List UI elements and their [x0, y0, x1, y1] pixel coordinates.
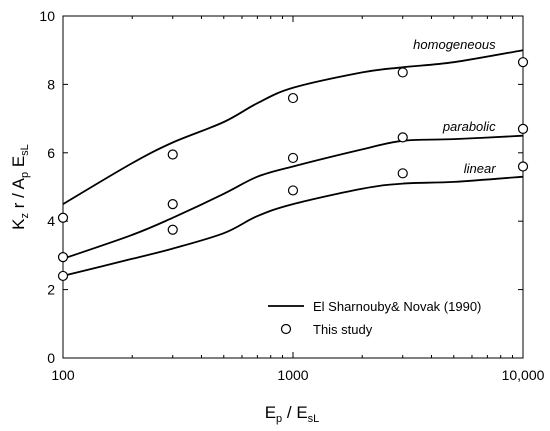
data-point — [287, 152, 299, 164]
x-axis-title: Ep / EsL — [265, 403, 320, 425]
data-point — [397, 67, 408, 78]
data-point — [167, 224, 178, 235]
legend-circle-marker — [280, 323, 292, 335]
data-point — [57, 270, 69, 282]
y-tick-label: 6 — [47, 145, 55, 161]
axis-ticks: 0 2 4 6 8 10 100 1000 10,000 — [39, 8, 544, 383]
data-point — [397, 132, 408, 143]
x-tick-label: 10,000 — [502, 367, 545, 383]
data-point — [167, 199, 178, 210]
study-points — [57, 57, 529, 282]
data-point — [287, 92, 299, 104]
y-tick-label: 0 — [47, 350, 55, 366]
curve-homogeneous — [62, 49, 524, 205]
x-tick-label: 1000 — [277, 367, 308, 383]
y-tick-label: 8 — [47, 76, 55, 92]
curve-linear — [62, 175, 524, 277]
legend-label-study: This study — [313, 322, 373, 337]
curve-parabolic — [62, 134, 524, 260]
y-axis-title: Kz r / Ap EsL — [9, 144, 31, 230]
data-point — [517, 123, 529, 134]
data-point — [397, 168, 408, 179]
curve-label-homogeneous: homogeneous — [413, 37, 496, 52]
data-point — [517, 161, 529, 172]
x-tick-label: 100 — [51, 367, 75, 383]
curve-labels: homogeneous parabolic linear — [413, 37, 496, 176]
y-tick-label: 4 — [47, 213, 55, 229]
data-point — [167, 149, 178, 160]
legend: El Sharnouby& Novak (1990) This study — [268, 299, 481, 337]
data-point — [57, 252, 69, 263]
legend-label-model: El Sharnouby& Novak (1990) — [313, 299, 481, 314]
model-curves — [62, 49, 524, 277]
y-tick-label: 2 — [47, 282, 55, 298]
data-point — [287, 185, 299, 196]
y-tick-label: 10 — [39, 8, 55, 24]
data-point — [57, 212, 69, 223]
data-point — [517, 57, 529, 68]
curve-label-linear: linear — [464, 161, 496, 176]
curve-label-parabolic: parabolic — [442, 119, 496, 134]
